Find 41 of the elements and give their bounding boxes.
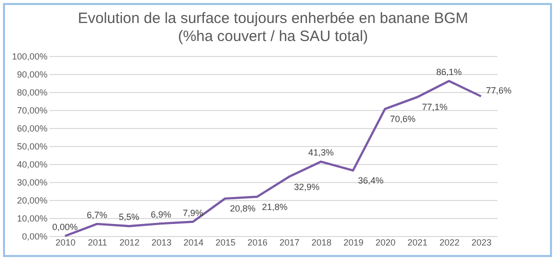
data-label: 77,6% xyxy=(486,85,512,96)
chart-subtitle: (%ha couvert / ha SAU total) xyxy=(178,28,368,45)
y-tick-label: 100,00% xyxy=(12,52,48,62)
x-tick-label: 2020 xyxy=(375,238,396,248)
data-label: 32,9% xyxy=(294,182,320,192)
data-label: 86,1% xyxy=(436,67,462,78)
x-tick-label: 2016 xyxy=(247,238,268,248)
data-label: 77,1% xyxy=(422,102,448,112)
x-tick-label: 2014 xyxy=(183,238,204,248)
data-label: 5,5% xyxy=(118,212,140,222)
x-tick-label: 2017 xyxy=(279,238,300,248)
y-tick-label: 30,00% xyxy=(16,178,48,188)
x-tick-label: 2023 xyxy=(471,238,492,248)
data-label: 21,8% xyxy=(262,202,288,212)
data-label: 7,9% xyxy=(182,208,204,218)
data-label: 6,7% xyxy=(86,210,108,220)
x-tick-label: 2022 xyxy=(439,238,460,248)
y-tick-label: 40,00% xyxy=(16,160,48,170)
x-tick-label: 2011 xyxy=(88,238,108,248)
x-tick-label: 2013 xyxy=(151,238,172,248)
y-tick-label: 10,00% xyxy=(16,214,48,224)
data-label: 36,4% xyxy=(358,175,384,186)
x-tick-label: 2010 xyxy=(55,238,76,248)
y-tick-label: 50,00% xyxy=(16,142,48,152)
data-label: 41,3% xyxy=(308,148,334,158)
data-label: 20,8% xyxy=(230,204,256,214)
x-tick-label: 2015 xyxy=(215,238,236,248)
x-tick-label: 2019 xyxy=(343,238,364,248)
y-tick-label: 20,00% xyxy=(16,196,48,206)
y-tick-label: 60,00% xyxy=(16,124,48,134)
x-tick-label: 2012 xyxy=(119,238,140,248)
chart-title: Evolution de la surface toujours enherbée en banane BGM xyxy=(78,10,468,27)
y-tick-label: 0,00% xyxy=(22,232,48,242)
data-label: 70,6% xyxy=(390,114,416,124)
data-label: 0,00% xyxy=(52,222,78,232)
x-tick-label: 2018 xyxy=(311,238,332,248)
data-label: 6,9% xyxy=(150,210,172,220)
y-tick-label: 80,00% xyxy=(16,88,48,98)
y-tick-label: 70,00% xyxy=(16,106,48,116)
x-tick-label: 2021 xyxy=(407,238,428,248)
y-tick-label: 90,00% xyxy=(16,70,48,80)
